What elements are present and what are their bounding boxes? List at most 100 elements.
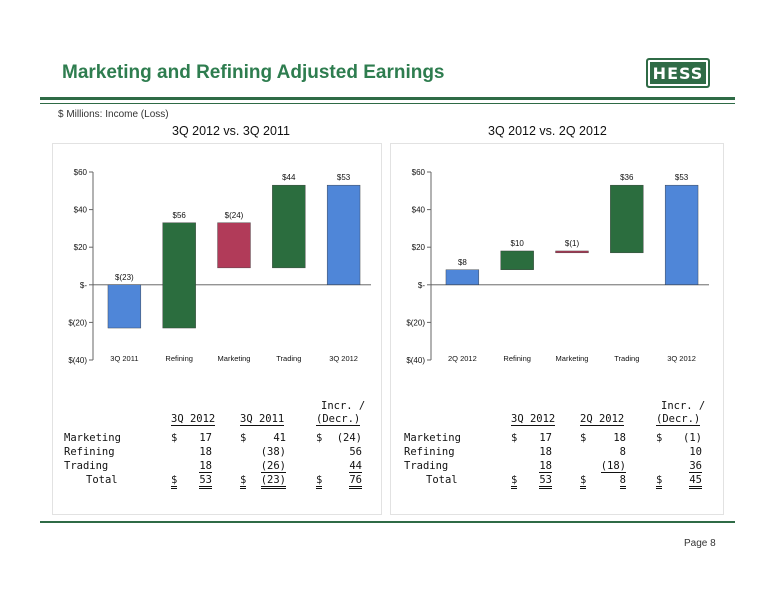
dollar-sign: $ bbox=[580, 432, 587, 444]
table-header-col2: 2Q 2012 bbox=[580, 413, 625, 426]
category-label: Marketing bbox=[556, 354, 589, 363]
value-col2: (18) bbox=[600, 460, 626, 473]
y-tick-label: $40 bbox=[74, 206, 88, 215]
y-tick-label: $- bbox=[80, 281, 87, 290]
value-col1: 18 bbox=[539, 460, 552, 473]
value-col3: 45 bbox=[689, 474, 702, 489]
waterfall-chart-right: $60 $40 $20 $- $(20) $(40) $8 2Q 2012 $10 Refinin… bbox=[406, 168, 709, 365]
bar-3q-2012 bbox=[326, 184, 361, 285]
y-tick-label: $20 bbox=[412, 243, 426, 252]
dollar-sign: $ bbox=[171, 474, 178, 489]
right-panel: $60 $40 $20 $- $(20) $(40) $8 2Q 2012 $10 Refinin… bbox=[390, 143, 724, 515]
data-label: $(1) bbox=[565, 239, 580, 248]
dollar-sign: $ bbox=[171, 432, 178, 444]
bar-3q-2012 bbox=[664, 184, 699, 285]
table-header-col1: 3Q 2012 bbox=[511, 413, 556, 426]
row-label: Marketing bbox=[404, 432, 461, 444]
bar-trading bbox=[272, 184, 306, 269]
value-col3: 36 bbox=[689, 460, 702, 473]
bar-marketing bbox=[555, 250, 589, 254]
y-tick-label: $(40) bbox=[68, 356, 87, 365]
category-label: 2Q 2012 bbox=[448, 354, 477, 363]
value-col1: 18 bbox=[539, 446, 552, 458]
dollar-sign: $ bbox=[656, 432, 663, 444]
value-col2: (26) bbox=[260, 460, 286, 473]
dollar-sign: $ bbox=[656, 474, 663, 489]
page-title: Marketing and Refining Adjusted Earnings bbox=[62, 62, 445, 83]
bar-2q-2012 bbox=[445, 269, 480, 286]
y-tick-label: $20 bbox=[74, 243, 88, 252]
value-col2: (23) bbox=[260, 474, 286, 489]
row-label: Refining bbox=[404, 446, 455, 458]
category-label: Refining bbox=[503, 354, 531, 363]
y-tick-label: $40 bbox=[412, 206, 426, 215]
table-header-incr: Incr. / bbox=[661, 400, 706, 412]
table-header-col2: 3Q 2011 bbox=[240, 413, 285, 426]
value-col3: (24) bbox=[336, 432, 362, 444]
dollar-sign: $ bbox=[511, 474, 518, 489]
value-col3: 76 bbox=[349, 474, 362, 489]
data-label: $(24) bbox=[225, 211, 244, 220]
value-col1: 53 bbox=[199, 474, 212, 489]
page-number: Page 8 bbox=[684, 538, 716, 549]
bar-marketing bbox=[217, 222, 251, 269]
data-label: $(23) bbox=[115, 273, 134, 282]
value-col3: 10 bbox=[689, 446, 702, 458]
dollar-sign: $ bbox=[580, 474, 587, 489]
units-subtitle: $ Millions: Income (Loss) bbox=[58, 109, 169, 120]
dollar-sign: $ bbox=[316, 432, 323, 444]
dollar-sign: $ bbox=[240, 432, 247, 444]
bar-refining bbox=[162, 222, 196, 329]
data-label: $10 bbox=[511, 239, 525, 248]
chart-title-left: 3Q 2012 vs. 3Q 2011 bbox=[172, 124, 290, 138]
y-tick-label: $- bbox=[418, 281, 425, 290]
table-header-col1: 3Q 2012 bbox=[171, 413, 216, 426]
bar-3q-2011 bbox=[107, 284, 142, 329]
dollar-sign: $ bbox=[240, 474, 247, 489]
y-tick-label: $60 bbox=[412, 168, 426, 177]
value-col2: (38) bbox=[260, 446, 286, 458]
logo-text: HESS bbox=[652, 63, 704, 83]
data-label: $36 bbox=[620, 173, 634, 182]
left-panel: $60 $40 $20 $- $(20) $(40) $(23) 3Q 2011 $56 Refi… bbox=[52, 143, 382, 515]
data-label: $53 bbox=[337, 173, 351, 182]
table-header-decr: (Decr.) bbox=[656, 413, 701, 426]
category-label: Marketing bbox=[218, 354, 251, 363]
chart-title-right: 3Q 2012 vs. 2Q 2012 bbox=[488, 124, 607, 138]
earnings-table-right: Incr. / 3Q 2012 2Q 2012 (Decr.) Marketin… bbox=[404, 400, 714, 500]
y-tick-label: $60 bbox=[74, 168, 88, 177]
value-col2: 41 bbox=[273, 432, 286, 444]
table-header-decr: (Decr.) bbox=[316, 413, 361, 426]
value-col3: (1) bbox=[683, 432, 702, 444]
dollar-sign: $ bbox=[316, 474, 323, 489]
category-label: 3Q 2011 bbox=[110, 354, 138, 363]
y-tick-label: $(20) bbox=[68, 318, 87, 327]
header-rule-thin bbox=[40, 103, 735, 104]
waterfall-chart-left: $60 $40 $20 $- $(20) $(40) $(23) 3Q 2011 $56 Refi… bbox=[68, 168, 371, 365]
data-label: $53 bbox=[675, 173, 689, 182]
value-col2: 18 bbox=[613, 432, 626, 444]
value-col2: 8 bbox=[619, 474, 626, 489]
value-col3: 44 bbox=[349, 460, 362, 473]
row-label: Trading bbox=[64, 460, 109, 472]
y-tick-label: $(40) bbox=[406, 356, 425, 365]
value-col1: 53 bbox=[539, 474, 552, 489]
row-label: Marketing bbox=[64, 432, 121, 444]
row-label: Total bbox=[426, 474, 458, 486]
earnings-table-left: Incr. / 3Q 2012 3Q 2011 (Decr.) Marketin… bbox=[64, 400, 374, 500]
hess-logo: HESS bbox=[646, 58, 710, 88]
category-label: Trading bbox=[276, 354, 301, 363]
value-col1: 17 bbox=[199, 432, 212, 444]
bar-trading bbox=[610, 184, 644, 254]
footer-rule bbox=[40, 521, 735, 523]
dollar-sign: $ bbox=[511, 432, 518, 444]
value-col2: 8 bbox=[619, 446, 626, 458]
value-col1: 18 bbox=[199, 446, 212, 458]
category-label: Refining bbox=[165, 354, 193, 363]
data-label: $44 bbox=[282, 173, 296, 182]
bar-refining bbox=[500, 250, 534, 270]
value-col1: 18 bbox=[199, 460, 212, 473]
data-label: $56 bbox=[173, 211, 187, 220]
category-label: Trading bbox=[614, 354, 639, 363]
table-header-incr: Incr. / bbox=[321, 400, 366, 412]
